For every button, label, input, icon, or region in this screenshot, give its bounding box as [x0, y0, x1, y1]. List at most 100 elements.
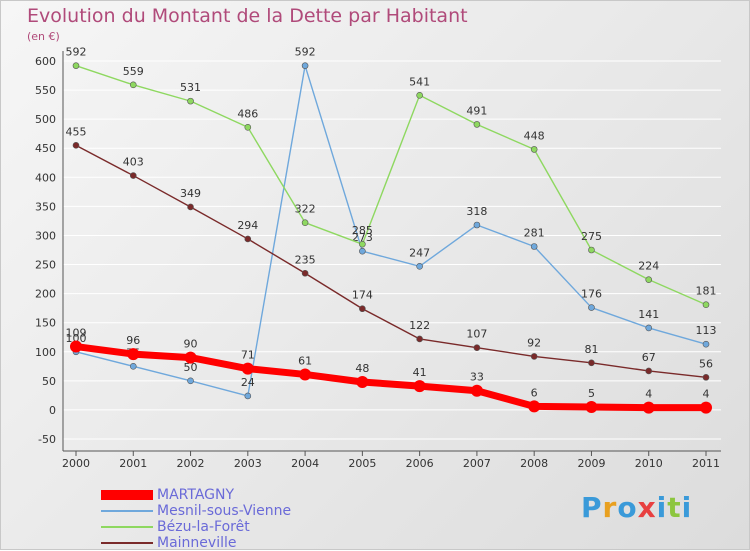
legend-item-bezu[interactable]: Bézu-la-Forêt — [101, 519, 291, 535]
data-point — [702, 340, 710, 348]
legend-label: MARTAGNY — [157, 487, 235, 503]
data-point — [359, 247, 366, 255]
legend-item-martagny[interactable]: MARTAGNY — [101, 487, 291, 503]
x-tick-label: 2006 — [406, 457, 434, 470]
y-tick-label: 500 — [35, 113, 56, 126]
series-line — [75, 343, 706, 412]
data-point — [702, 374, 710, 381]
x-tick-label: 2001 — [119, 457, 147, 470]
logo-letter: t — [667, 491, 682, 524]
data-label: 448 — [524, 129, 545, 142]
y-tick-label: 450 — [35, 142, 56, 155]
data-point — [530, 353, 538, 360]
x-tick-label: 2008 — [520, 457, 548, 470]
x-tick-label: 2004 — [291, 457, 319, 470]
data-label: 176 — [581, 288, 602, 301]
y-tick-label: 50 — [42, 375, 56, 388]
data-point — [416, 335, 423, 343]
legend-swatch — [101, 510, 153, 512]
data-label: 141 — [638, 308, 659, 321]
legend-label: Bézu-la-Forêt — [157, 519, 250, 535]
data-label: 235 — [295, 253, 316, 266]
data-point — [301, 269, 309, 277]
data-label: 322 — [295, 203, 316, 216]
data-point — [244, 235, 252, 243]
data-point — [642, 401, 655, 414]
data-label: 275 — [581, 230, 602, 243]
data-label: 181 — [696, 285, 717, 298]
x-tick-label: 2011 — [692, 457, 720, 470]
data-point — [244, 123, 252, 131]
data-point — [588, 359, 595, 367]
data-label: 281 — [524, 227, 545, 240]
y-tick-label: 100 — [35, 346, 56, 359]
data-point — [416, 262, 423, 270]
data-label: 491 — [466, 104, 487, 117]
data-point — [588, 304, 595, 311]
legend-item-mesnil[interactable]: Mesnil-sous-Vienne — [101, 503, 291, 519]
data-point — [187, 97, 194, 105]
data-label: 592 — [295, 46, 316, 59]
data-label: 109 — [66, 327, 87, 340]
data-label: 96 — [126, 334, 140, 347]
data-point — [301, 219, 309, 226]
data-point — [528, 400, 541, 413]
data-label: 107 — [466, 328, 487, 341]
legend-swatch — [101, 526, 153, 528]
data-point — [473, 121, 481, 128]
legend-item-mainneville[interactable]: Mainneville — [101, 535, 291, 551]
data-point — [129, 172, 137, 179]
data-label: 318 — [466, 205, 487, 218]
y-tick-label: 300 — [35, 229, 56, 242]
series-line — [75, 64, 707, 397]
data-point — [184, 351, 197, 364]
x-tick-label: 2002 — [177, 457, 205, 470]
x-tick-label: 2003 — [234, 457, 262, 470]
data-label: 224 — [638, 260, 659, 273]
data-point — [470, 384, 483, 397]
data-label: 92 — [527, 336, 541, 349]
data-point — [187, 377, 194, 385]
legend-swatch — [101, 542, 153, 544]
data-point — [359, 305, 366, 313]
logo-letter: r — [602, 491, 618, 524]
data-point — [244, 392, 252, 400]
data-point — [588, 246, 595, 254]
data-label: 285 — [352, 224, 373, 237]
legend-swatch — [101, 490, 153, 500]
data-label: 349 — [180, 187, 201, 200]
y-tick-label: 200 — [35, 288, 56, 301]
data-point — [299, 368, 312, 381]
data-label: 6 — [531, 386, 538, 399]
logo-letter: i — [681, 491, 693, 524]
data-label: 24 — [241, 376, 255, 389]
data-label: 113 — [696, 324, 717, 337]
proxiti-logo[interactable]: Proxiti — [581, 491, 692, 524]
logo-letter: o — [617, 491, 638, 524]
data-point — [129, 363, 137, 370]
x-tick-label: 2005 — [348, 457, 376, 470]
logo-letter: x — [637, 491, 657, 524]
data-point — [127, 348, 140, 361]
data-point — [645, 324, 653, 332]
data-label: 247 — [409, 246, 430, 259]
y-tick-label: -50 — [38, 433, 56, 446]
legend-label: Mesnil-sous-Vienne — [157, 503, 292, 519]
x-tick-label: 2009 — [577, 457, 605, 470]
data-label: 559 — [123, 65, 144, 78]
data-point — [187, 203, 194, 211]
legend: MARTAGNY Mesnil-sous-Vienne Bézu-la-Forê… — [101, 487, 291, 551]
data-label: 531 — [180, 81, 201, 94]
data-point — [473, 221, 481, 229]
y-tick-label: 0 — [49, 404, 56, 417]
data-point — [416, 92, 423, 99]
y-tick-label: 400 — [35, 171, 56, 184]
data-point — [129, 81, 137, 89]
data-label: 50 — [184, 361, 198, 374]
data-point — [702, 301, 710, 308]
data-label: 33 — [470, 371, 484, 384]
x-tick-label: 2000 — [62, 457, 90, 470]
data-label: 4 — [645, 388, 652, 401]
unit-label: (en €) — [27, 30, 60, 43]
